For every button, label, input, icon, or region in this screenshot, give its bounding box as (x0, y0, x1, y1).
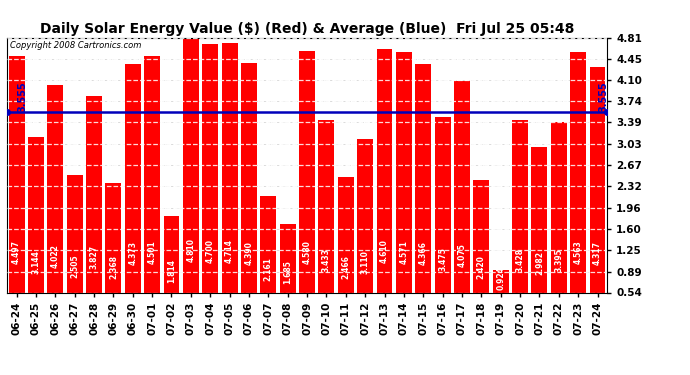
Bar (396, 52, 412, 325)
Text: 4.497: 4.497 (12, 240, 21, 264)
Text: 4.373: 4.373 (128, 241, 137, 265)
Text: 3.110: 3.110 (361, 250, 370, 274)
Bar (106, 183, 121, 325)
Bar (338, 177, 354, 325)
Text: 4.501: 4.501 (148, 240, 157, 264)
Text: 4.714: 4.714 (225, 238, 234, 262)
Text: 4.075: 4.075 (457, 243, 466, 267)
Bar (435, 117, 451, 325)
Bar (221, 43, 237, 325)
Text: 3.428: 3.428 (515, 248, 524, 272)
Bar (531, 147, 547, 325)
Text: 1.685: 1.685 (283, 260, 292, 284)
Text: 3.555: 3.555 (17, 82, 28, 112)
Text: 4.700: 4.700 (206, 239, 215, 263)
Bar (589, 67, 605, 325)
Text: 3.433: 3.433 (322, 248, 331, 272)
Bar (86, 96, 102, 325)
Bar (48, 84, 63, 325)
Text: 2.368: 2.368 (109, 255, 118, 279)
Bar (9, 56, 25, 325)
Text: 3.395: 3.395 (554, 248, 563, 272)
Title: Daily Solar Energy Value ($) (Red) & Average (Blue)  Fri Jul 25 05:48: Daily Solar Energy Value ($) (Red) & Ave… (40, 22, 574, 36)
Text: 2.161: 2.161 (264, 257, 273, 281)
Text: 4.563: 4.563 (573, 240, 582, 264)
Bar (454, 81, 470, 325)
Bar (241, 63, 257, 325)
Text: 3.144: 3.144 (32, 250, 41, 274)
Text: 2.505: 2.505 (70, 255, 79, 278)
Text: 4.022: 4.022 (51, 244, 60, 267)
Bar (125, 64, 141, 325)
Text: 0.924: 0.924 (496, 266, 505, 290)
Text: 4.390: 4.390 (244, 241, 253, 265)
Bar (67, 175, 83, 325)
Bar (319, 120, 335, 325)
Bar (299, 51, 315, 325)
Bar (164, 216, 179, 325)
Text: 4.580: 4.580 (302, 240, 312, 264)
Bar (415, 64, 431, 325)
Bar (28, 137, 44, 325)
Text: 4.610: 4.610 (380, 240, 389, 263)
Bar (144, 56, 160, 325)
Bar (493, 270, 509, 325)
Bar (183, 38, 199, 325)
Bar (357, 139, 373, 325)
Text: 4.317: 4.317 (593, 242, 602, 266)
Text: 3.827: 3.827 (90, 245, 99, 269)
Bar (551, 122, 566, 325)
Text: 4.571: 4.571 (400, 240, 408, 264)
Text: 2.466: 2.466 (342, 255, 351, 279)
Text: Copyright 2008 Cartronics.com: Copyright 2008 Cartronics.com (10, 41, 141, 50)
Text: 2.420: 2.420 (477, 255, 486, 279)
Text: 4.366: 4.366 (419, 241, 428, 265)
Bar (377, 50, 393, 325)
Text: 1.814: 1.814 (167, 260, 176, 284)
Text: 2.982: 2.982 (535, 251, 544, 275)
Bar (260, 196, 276, 325)
Text: 3.475: 3.475 (438, 248, 447, 272)
Bar (202, 44, 218, 325)
Bar (473, 180, 489, 325)
Bar (512, 120, 528, 325)
Text: 4.810: 4.810 (186, 238, 195, 262)
Bar (570, 52, 586, 325)
Bar (279, 224, 295, 325)
Text: 3.555: 3.555 (598, 82, 609, 112)
